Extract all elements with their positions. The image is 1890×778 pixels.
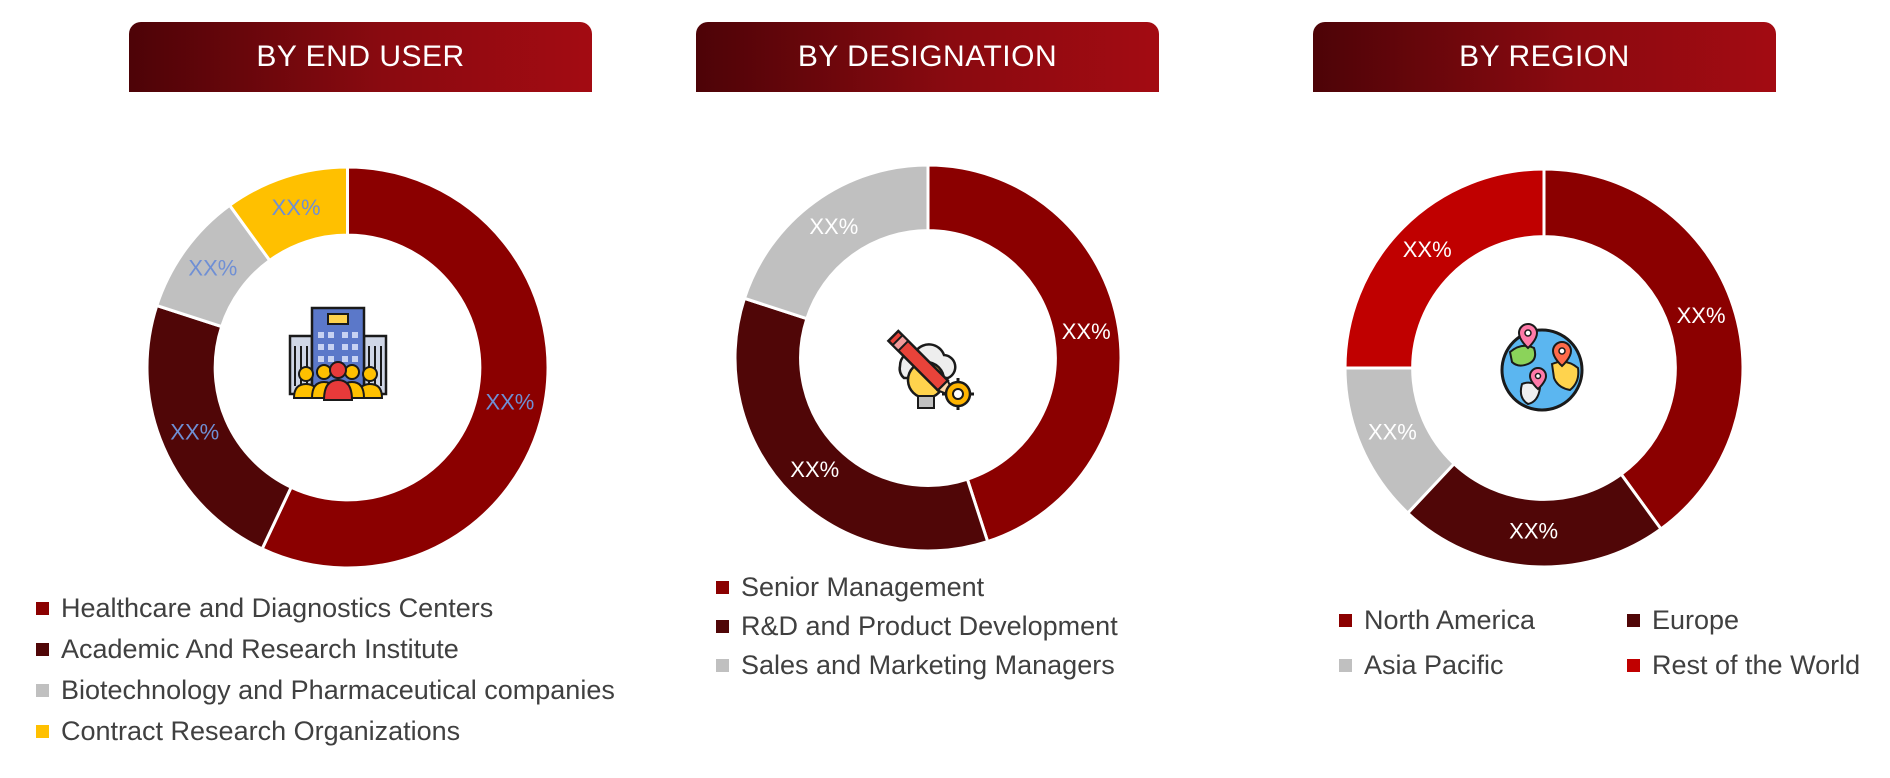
donut-chart-designation: XX% XX% XX% [733,163,1123,553]
donut-slice [1405,461,1664,569]
legend-swatch [1627,659,1640,672]
legend-item: Academic And Research Institute [36,629,615,670]
slice-data-label: XX% [790,457,839,482]
slice-data-label: XX% [188,255,237,280]
legend-swatch [36,684,49,697]
legend-item: North America [1339,600,1627,641]
legend-label: Healthcare and Diagnostics Centers [61,593,494,623]
legend-swatch [716,620,729,633]
chart-legend: North America Europe Asia Pacific Rest o… [1339,600,1887,686]
chart-legend: Healthcare and Diagnostics Centers Acade… [36,588,615,752]
slice-data-label: XX% [809,214,858,239]
hospital-building-people-icon [286,302,390,411]
legend-label: Biotechnology and Pharmaceutical compani… [61,675,615,705]
donut-slice [1343,167,1546,370]
chart-title: BY DESIGNATION [696,22,1159,92]
legend-swatch [716,659,729,672]
chart-title: BY REGION [1313,22,1776,92]
legend-label: Academic And Research Institute [61,634,459,664]
donut-slice [733,296,990,553]
legend-label: North America [1364,605,1536,635]
slice-data-label: XX% [1403,237,1452,262]
legend-swatch [36,602,49,615]
donut-slice [1542,167,1745,532]
legend-item: Biotechnology and Pharmaceutical compani… [36,670,615,711]
legend-item: Sales and Marketing Managers [716,646,1118,685]
legend-label: Asia Pacific [1364,650,1504,680]
donut-slice [145,303,294,551]
legend-label: R&D and Product Development [741,611,1118,641]
idea-pencil-gear-icon [878,322,978,427]
donut-slice [742,163,930,321]
globe-location-pins-icon [1492,318,1592,423]
donut-slice [227,165,349,263]
legend-swatch [1339,614,1352,627]
legend-item: Rest of the World [1627,645,1887,686]
donut-slice [260,165,550,570]
legend-swatch [36,643,49,656]
legend-item: Senior Management [716,568,1118,607]
legend-swatch [36,725,49,738]
donut-slice [926,163,1123,544]
legend-label: Rest of the World [1652,650,1861,680]
slice-data-label: XX% [272,195,321,220]
chart-legend: Senior Management R&D and Product Develo… [716,568,1118,685]
legend-swatch [716,581,729,594]
legend-swatch [1339,659,1352,672]
chart-title: BY END USER [129,22,592,92]
donut-chart-end-user: XX% XX% XX% XX% [145,165,550,570]
slice-data-label: XX% [485,390,534,415]
donut-chart-region: XX% XX% XX% XX% [1343,167,1745,569]
legend-label: Europe [1652,605,1740,635]
legend-item: Healthcare and Diagnostics Centers [36,588,615,629]
legend-label: Senior Management [741,572,985,602]
slice-data-label: XX% [1368,419,1417,444]
slice-data-label: XX% [1509,519,1558,544]
slice-data-label: XX% [1677,303,1726,328]
legend-swatch [1627,614,1640,627]
legend-item: Asia Pacific [1339,645,1627,686]
legend-label: Sales and Marketing Managers [741,650,1115,680]
legend-label: Contract Research Organizations [61,716,461,746]
slice-data-label: XX% [1062,319,1111,344]
slice-data-label: XX% [170,419,219,444]
legend-item: Contract Research Organizations [36,711,615,752]
legend-item: Europe [1627,600,1887,641]
legend-item: R&D and Product Development [716,607,1118,646]
